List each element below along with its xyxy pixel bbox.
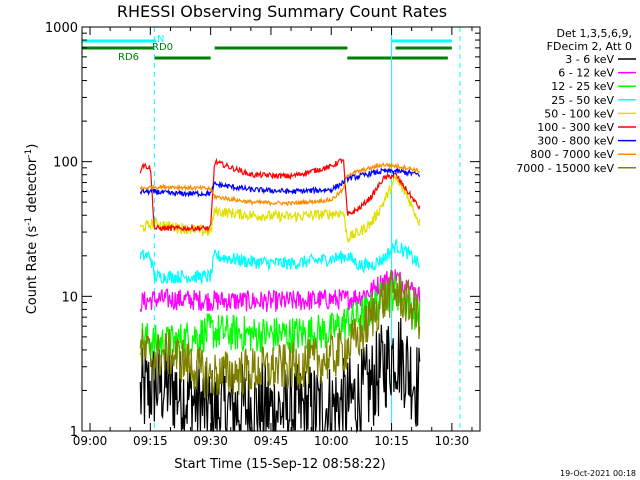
x-tick-label: 09:00	[73, 434, 108, 448]
x-tick-label: 09:30	[193, 434, 228, 448]
y-tick-label: 10	[61, 290, 78, 305]
series-line-300-800-kev	[139, 167, 421, 198]
x-tick-label: 10:15	[374, 434, 409, 448]
y-axis-label-end: )	[25, 144, 40, 149]
legend-label-300-800-kev: 300 - 800 keV	[537, 135, 614, 148]
y-axis: 1 10 100 1000	[45, 21, 480, 440]
x-axis: 09:00 09:15 09:30 09:45 10:00 10:15 10:30	[73, 27, 473, 448]
legend: Det 1,3,5,6,9,FDecim 2, Att 03 - 6 keV6 …	[516, 27, 636, 175]
series-line-7000-15000-kev	[139, 269, 421, 398]
flag-label-rd0: RD0	[152, 42, 173, 53]
x-tick-label: 09:15	[133, 434, 168, 448]
x-tick-label: 10:00	[314, 434, 349, 448]
series-line-100-300-kev	[139, 157, 421, 233]
legend-label-100-300-kev: 100 - 300 keV	[537, 121, 614, 134]
series-line-50-100-kev	[139, 175, 421, 244]
y-axis-label-main: Count Rate (s	[25, 226, 40, 315]
y-axis-label-sup1: -1	[24, 217, 34, 226]
y-axis-label-sup2: -1	[24, 149, 34, 158]
y-tick-label: 100	[53, 156, 78, 171]
legend-label-7000-15000-kev: 7000 - 15000 keV	[516, 162, 614, 175]
plot-frame	[81, 26, 481, 432]
y-axis-label: Count Rate (s-1 detector-1)	[24, 144, 40, 315]
legend-label-800-7000-kev: 800 - 7000 keV	[530, 148, 614, 161]
x-axis-label: Start Time (15-Sep-12 08:58:22)	[174, 457, 385, 472]
x-tick-label: 09:45	[254, 434, 289, 448]
legend-label-12-25-kev: 12 - 25 keV	[551, 80, 614, 93]
series-lines	[139, 157, 421, 434]
series-line-800-7000-kev	[139, 161, 421, 207]
timestamp: 19-Oct-2021 00:18	[560, 469, 636, 478]
legend-label-6-12-kev: 6 - 12 keV	[558, 67, 614, 80]
flag-label-rd6: RD6	[118, 52, 139, 63]
flag-label-n: N	[157, 34, 164, 45]
legend-header-line: FDecim 2, Att 0	[547, 40, 632, 53]
y-tick-label: 1000	[45, 21, 78, 36]
legend-label-25-50-kev: 25 - 50 keV	[551, 94, 614, 107]
legend-label-3-6-kev: 3 - 6 keV	[565, 53, 614, 66]
x-tick-label: 10:30	[435, 434, 470, 448]
y-tick-label: 1	[70, 425, 78, 440]
chart-title: RHESSI Observing Summary Count Rates	[117, 2, 447, 21]
series-line-25-50-kev	[139, 238, 421, 286]
series-line-6-12-kev	[139, 269, 421, 312]
legend-label-50-100-kev: 50 - 100 keV	[544, 107, 614, 120]
series-line-3-6-kev	[139, 317, 421, 434]
y-axis-label-mid: detector	[25, 157, 40, 217]
legend-header-line: Det 1,3,5,6,9,	[556, 27, 632, 40]
